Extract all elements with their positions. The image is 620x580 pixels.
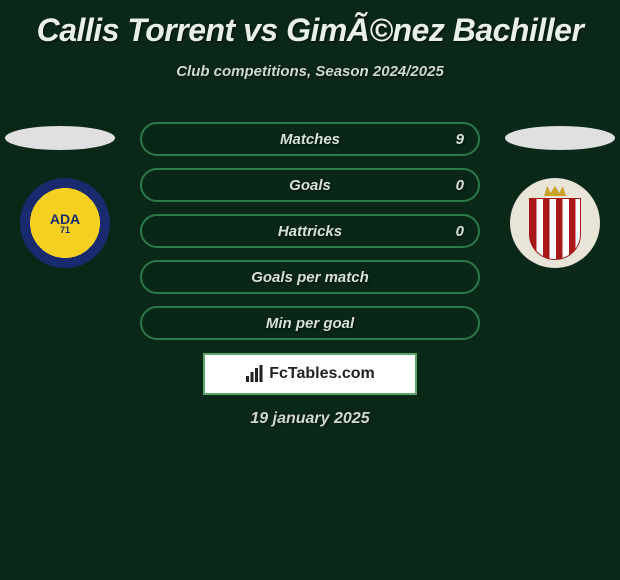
page-title: Callis Torrent vs GimÃ©nez Bachiller: [0, 0, 620, 49]
stat-row: Min per goal: [140, 306, 480, 340]
team-left-badge: ADA 71: [20, 178, 110, 268]
date-label: 19 january 2025: [250, 410, 369, 428]
stat-value-right: 0: [456, 223, 464, 240]
stat-value-right: 9: [456, 131, 464, 148]
stat-value-right: 0: [456, 177, 464, 194]
bar-chart-icon: [245, 365, 263, 383]
stat-label: Min per goal: [266, 315, 354, 332]
stat-row: Matches 9: [140, 122, 480, 156]
stat-row: Goals 0: [140, 168, 480, 202]
stat-row: Goals per match: [140, 260, 480, 294]
stat-label: Hattricks: [278, 223, 342, 240]
stat-label: Goals: [289, 177, 331, 194]
brand-badge: FcTables.com: [203, 353, 417, 395]
right-name-slot: [505, 126, 615, 150]
brand-text: FcTables.com: [269, 365, 375, 383]
shield-icon: [529, 198, 581, 260]
team-right-badge: [510, 178, 600, 268]
stats-container: Matches 9 Goals 0 Hattricks 0 Goals per …: [140, 122, 480, 352]
crown-icon: [544, 186, 566, 196]
badge-left-label: ADA: [50, 212, 80, 226]
badge-left-sub: 71: [50, 226, 80, 235]
left-name-slot: [5, 126, 115, 150]
stat-label: Matches: [280, 131, 340, 148]
stat-label: Goals per match: [251, 269, 369, 286]
stat-row: Hattricks 0: [140, 214, 480, 248]
subtitle: Club competitions, Season 2024/2025: [0, 63, 620, 80]
